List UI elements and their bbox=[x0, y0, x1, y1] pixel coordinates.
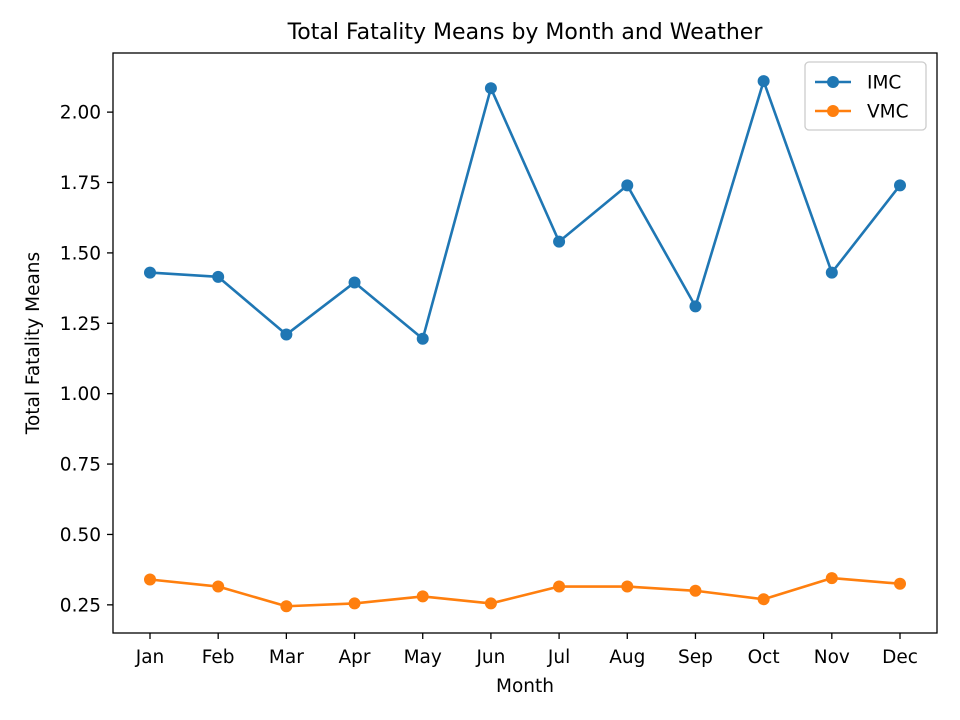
data-point-imc-may bbox=[416, 332, 429, 345]
data-point-vmc-oct bbox=[757, 593, 770, 606]
data-point-imc-apr bbox=[348, 276, 361, 289]
data-point-vmc-aug bbox=[621, 580, 634, 593]
y-tick-label: 1.50 bbox=[60, 243, 101, 264]
data-point-vmc-jan bbox=[144, 573, 156, 586]
y-tick-label: 0.25 bbox=[60, 595, 101, 616]
y-tick-label: 1.00 bbox=[60, 384, 101, 405]
data-point-vmc-may bbox=[416, 590, 429, 603]
y-tick-label: 2.00 bbox=[60, 103, 101, 124]
x-tick-label: May bbox=[404, 647, 442, 668]
x-tick-label: Apr bbox=[339, 647, 371, 668]
legend: IMC VMC bbox=[804, 61, 927, 131]
x-tick-label: Jan bbox=[135, 647, 165, 668]
data-point-vmc-apr bbox=[348, 597, 361, 610]
data-point-vmc-jul bbox=[553, 580, 566, 593]
data-point-imc-oct bbox=[757, 75, 770, 88]
x-tick-label: Jul bbox=[547, 647, 570, 668]
data-point-vmc-dec bbox=[894, 577, 906, 590]
data-point-vmc-feb bbox=[212, 580, 225, 593]
data-point-vmc-mar bbox=[280, 600, 293, 613]
data-point-imc-jan bbox=[144, 266, 156, 279]
series-line-imc bbox=[149, 79, 902, 341]
legend-label-imc: IMC bbox=[867, 73, 901, 94]
x-tick-label: Oct bbox=[748, 647, 780, 668]
y-tick-label: 0.50 bbox=[60, 525, 101, 546]
axes: Jan Feb Mar Apr May Jun Jul Aug Sep Oct Nov Dec 0.25… bbox=[60, 52, 938, 668]
plot-area bbox=[144, 75, 906, 613]
legend-marker-imc bbox=[827, 76, 839, 88]
y-axis-title: Total Fatality Means bbox=[23, 252, 44, 435]
plot-frame bbox=[112, 52, 938, 634]
data-point-imc-mar bbox=[280, 328, 293, 341]
x-tick-label: Jun bbox=[475, 647, 505, 668]
x-tick-label: Sep bbox=[678, 647, 713, 668]
x-tick-label: Mar bbox=[269, 647, 304, 668]
legend-label-vmc: VMC bbox=[867, 102, 909, 123]
legend-marker-vmc bbox=[827, 105, 839, 117]
data-point-imc-jul bbox=[553, 235, 566, 248]
x-tick-label: Dec bbox=[882, 647, 918, 668]
chart-title: Total Fatality Means by Month and Weathe… bbox=[287, 20, 764, 45]
x-tick-label: Nov bbox=[814, 647, 850, 668]
data-point-imc-sep bbox=[689, 300, 702, 313]
data-point-imc-feb bbox=[212, 270, 225, 283]
data-point-imc-dec bbox=[894, 179, 906, 192]
data-point-imc-aug bbox=[621, 179, 634, 192]
data-point-imc-jun bbox=[484, 82, 497, 95]
data-point-vmc-nov bbox=[825, 572, 838, 585]
x-axis-title: Month bbox=[496, 676, 554, 697]
y-tick-label: 1.75 bbox=[60, 173, 101, 194]
data-point-imc-nov bbox=[825, 266, 838, 279]
x-tick-label: Feb bbox=[202, 647, 235, 668]
y-tick-label: 0.75 bbox=[60, 455, 101, 476]
y-tick-label: 1.25 bbox=[60, 314, 101, 335]
data-point-vmc-sep bbox=[689, 584, 702, 597]
series-line-vmc bbox=[149, 576, 901, 608]
data-point-vmc-jun bbox=[484, 597, 497, 610]
x-tick-label: Aug bbox=[609, 647, 645, 668]
